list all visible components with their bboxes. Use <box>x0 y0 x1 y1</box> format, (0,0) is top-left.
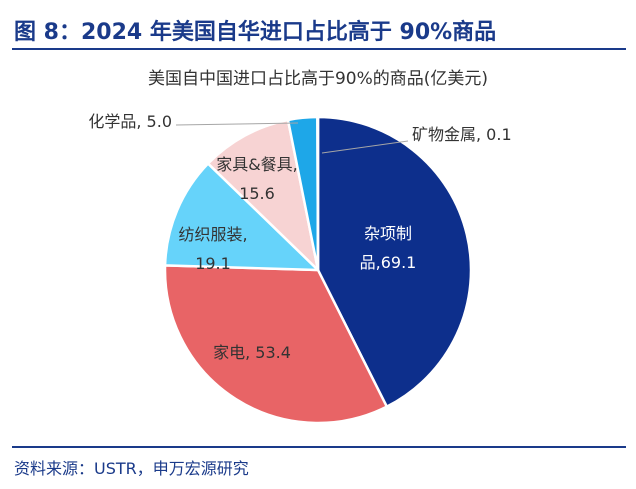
footer-divider <box>12 446 626 448</box>
slice-label: 化学品, 5.0 <box>88 112 172 131</box>
pie-chart: 美国自中国进口占比高于90%的商品(亿美元) 杂项制品,69.1 家电, 53.4… <box>88 69 512 425</box>
pie-slice <box>163 162 320 272</box>
pie-slice <box>206 118 320 272</box>
source-note: 资料来源：USTR，申万宏源研究 <box>14 459 249 478</box>
slice-label: 矿物金属, 0.1 <box>412 125 512 144</box>
pie-slice <box>163 264 389 425</box>
leader-lines <box>175 122 409 154</box>
leader-line <box>321 140 409 154</box>
pie-slice <box>316 115 473 408</box>
slice-label: 纺织服装, 19.1 <box>178 225 247 273</box>
pie-slices <box>163 115 473 425</box>
title-divider <box>12 48 626 50</box>
pie-slice <box>316 115 320 272</box>
chart-title: 美国自中国进口占比高于90%的商品(亿美元) <box>148 69 488 89</box>
slice-label: 杂项制品,69.1 <box>360 224 417 272</box>
slice-label: 家电, 53.4 <box>213 343 291 362</box>
figure-title: 图 8：2024 年美国自华进口占比高于 90%商品 <box>14 20 497 45</box>
leader-line <box>175 122 299 126</box>
data-labels: 杂项制品,69.1 家电, 53.4 纺织服装, 19.1 家具&餐具, 15.6 化学品,… <box>88 112 511 362</box>
slice-label: 家具&餐具, 15.6 <box>216 155 298 203</box>
